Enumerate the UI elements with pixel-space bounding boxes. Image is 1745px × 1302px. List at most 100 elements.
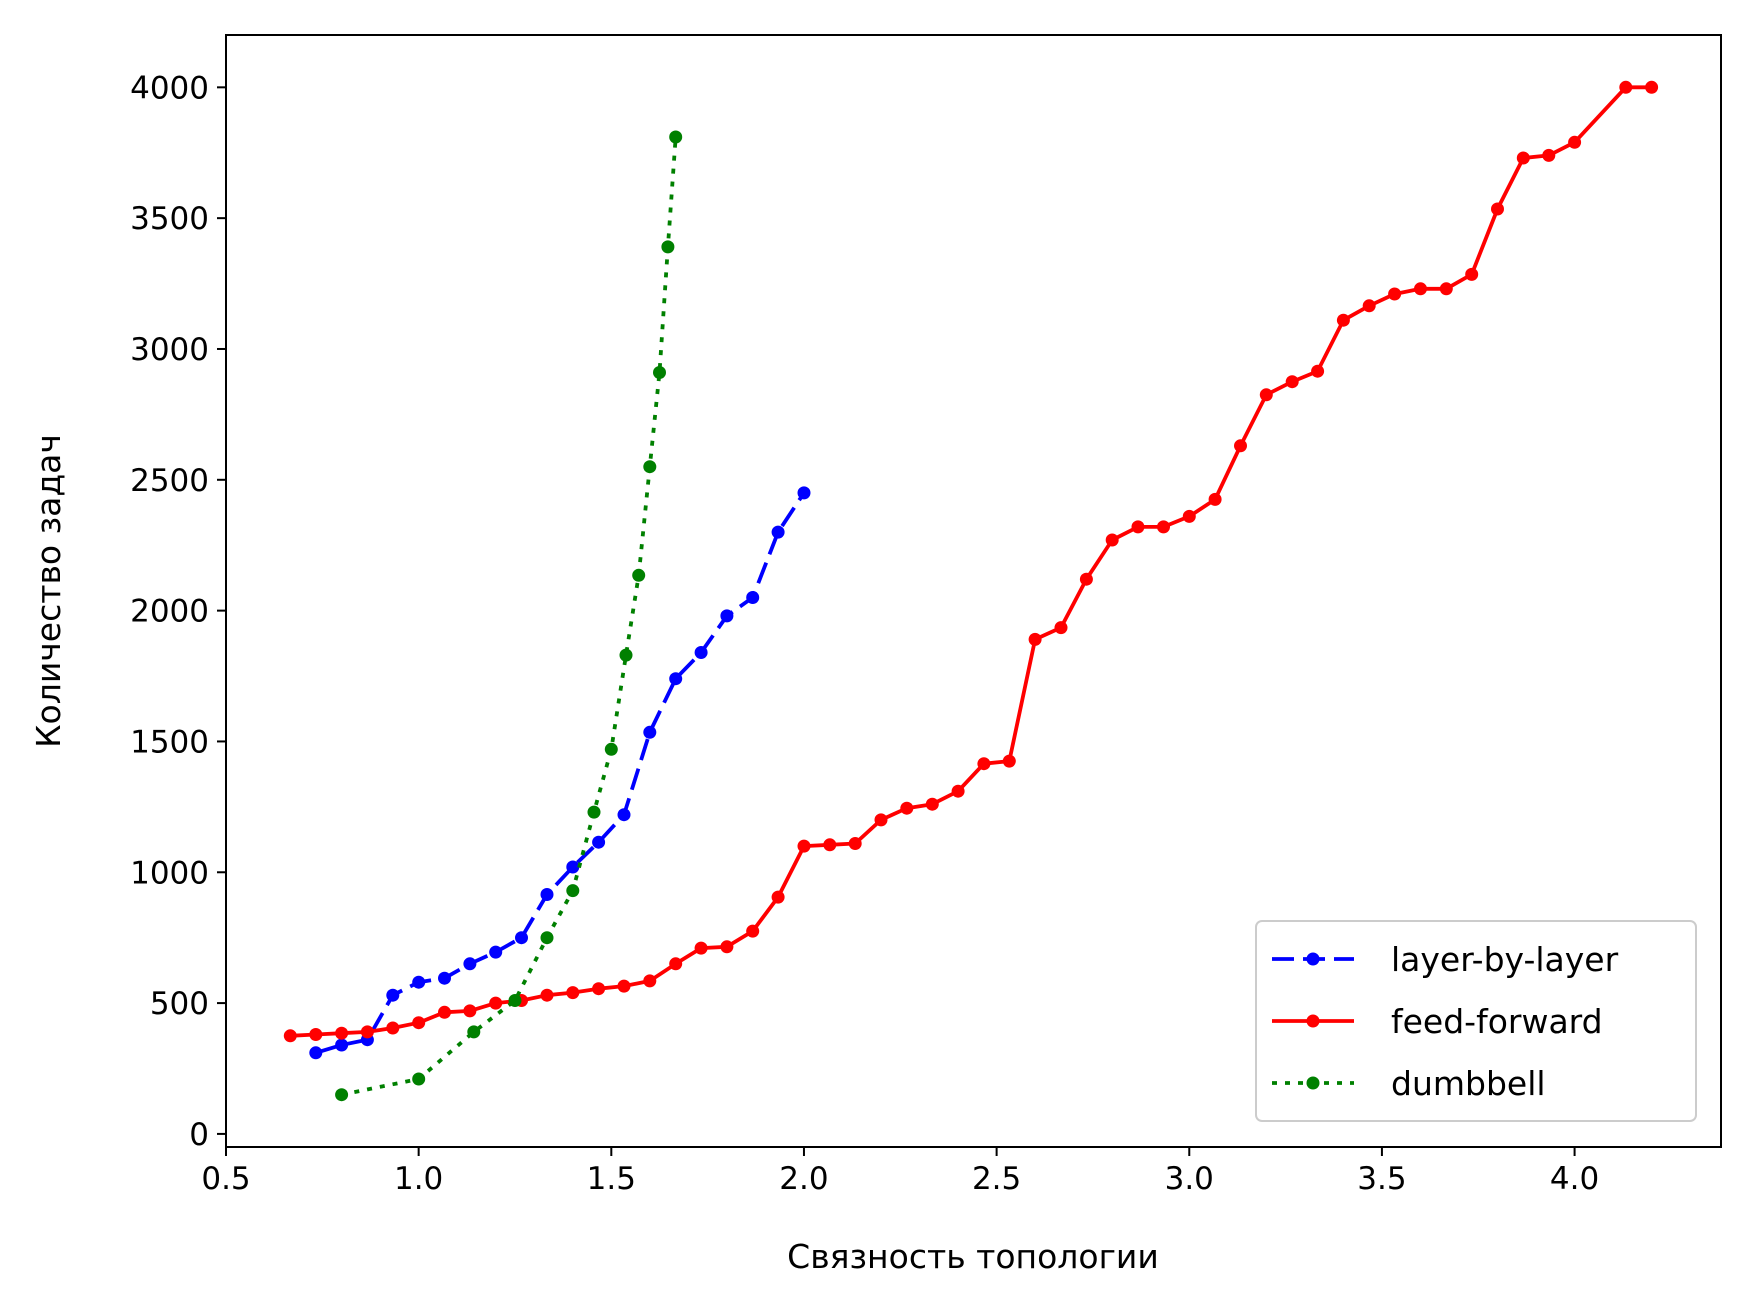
data-point — [1157, 520, 1170, 534]
data-point — [283, 1029, 297, 1043]
data-point — [632, 568, 646, 582]
data-point — [797, 839, 811, 853]
data-point — [1414, 282, 1427, 296]
data-point — [797, 486, 811, 500]
legend-entry: dumbbell — [1272, 1064, 1546, 1103]
data-point — [309, 1046, 323, 1060]
data-point — [1131, 520, 1145, 534]
data-point — [669, 672, 683, 686]
data-point — [309, 1028, 323, 1041]
series-layer-by-layer — [309, 486, 811, 1060]
data-point — [463, 957, 477, 971]
data-point — [619, 648, 633, 662]
data-point — [1208, 492, 1222, 506]
data-point — [1182, 509, 1196, 523]
y-tick-label: 0 — [189, 1117, 209, 1153]
legend-label: dumbbell — [1391, 1064, 1546, 1103]
legend-label: layer-by-layer — [1391, 940, 1619, 979]
x-tick-label: 1.0 — [394, 1161, 443, 1197]
data-point — [1439, 282, 1453, 296]
y-axis: 0 500 1000 1500 2000 2500 3000 3500 4000 — [130, 70, 226, 1153]
data-point — [1054, 621, 1068, 635]
data-point — [1234, 439, 1247, 453]
data-point — [1491, 202, 1504, 216]
data-point — [669, 130, 683, 144]
data-point — [617, 808, 631, 822]
data-point — [661, 240, 675, 254]
data-point — [1002, 754, 1016, 768]
x-tick-label: 1.5 — [587, 1161, 636, 1197]
data-point — [438, 971, 451, 985]
x-tick-label: 3.0 — [1165, 1161, 1214, 1197]
data-point — [951, 784, 965, 798]
x-tick-label: 2.5 — [972, 1161, 1021, 1197]
data-point — [1079, 572, 1093, 586]
legend: layer-by-layer feed-forward dumbbell — [1255, 920, 1697, 1122]
data-point — [694, 941, 708, 955]
data-point — [1542, 148, 1556, 162]
legend-entry: feed-forward — [1272, 1002, 1603, 1041]
data-point — [515, 931, 528, 945]
data-point — [335, 1038, 349, 1052]
legend-label: feed-forward — [1391, 1002, 1603, 1041]
data-point — [617, 979, 631, 993]
data-point — [566, 986, 580, 1000]
data-point — [438, 1005, 451, 1019]
data-point — [1362, 299, 1376, 313]
data-point — [489, 945, 503, 959]
plot-frame — [225, 34, 1722, 1148]
data-point — [592, 982, 606, 996]
data-point — [489, 996, 503, 1010]
data-point — [977, 757, 991, 771]
data-point — [1619, 80, 1633, 94]
x-tick-label: 2.0 — [779, 1161, 828, 1197]
data-point — [1105, 533, 1119, 547]
y-axis-label: Количество задач — [29, 434, 68, 748]
data-point — [643, 725, 657, 739]
data-point — [1311, 364, 1325, 378]
data-point — [412, 1016, 426, 1030]
data-point — [1645, 80, 1659, 94]
data-point — [386, 988, 400, 1002]
data-point — [653, 366, 666, 379]
data-point — [746, 924, 760, 938]
data-point — [848, 837, 862, 850]
data-point — [566, 884, 580, 898]
data-point — [1388, 287, 1402, 301]
data-point — [566, 860, 580, 874]
data-point — [592, 835, 606, 849]
data-point — [720, 940, 734, 954]
legend-marker — [1306, 1014, 1320, 1028]
x-tick-label: 0.5 — [201, 1161, 250, 1197]
data-point — [771, 890, 785, 904]
data-point — [1568, 135, 1582, 149]
data-point — [874, 813, 888, 827]
data-point — [412, 1072, 426, 1086]
data-point — [900, 801, 914, 815]
data-point — [1028, 632, 1042, 646]
data-point — [746, 591, 760, 604]
data-point — [335, 1088, 349, 1102]
y-tick-label: 3000 — [130, 332, 209, 368]
data-point — [1516, 151, 1530, 165]
data-point — [720, 609, 734, 623]
legend-marker — [1306, 1076, 1320, 1090]
series-dumbbell — [335, 130, 683, 1102]
data-point — [643, 460, 657, 474]
data-point — [1336, 313, 1350, 327]
data-point — [540, 988, 554, 1002]
y-tick-label: 2500 — [130, 463, 209, 499]
data-point — [540, 931, 554, 945]
data-point — [694, 646, 708, 659]
legend-marker — [1306, 952, 1320, 966]
data-point — [587, 805, 601, 819]
data-point — [771, 525, 785, 539]
series-layer — [283, 80, 1659, 1102]
data-point — [925, 797, 939, 811]
data-point — [386, 1021, 400, 1035]
data-point — [1259, 388, 1273, 402]
series-line-dumbbell — [341, 136, 678, 1097]
y-tick-label: 1500 — [130, 724, 209, 760]
y-tick-label: 2000 — [130, 594, 209, 630]
